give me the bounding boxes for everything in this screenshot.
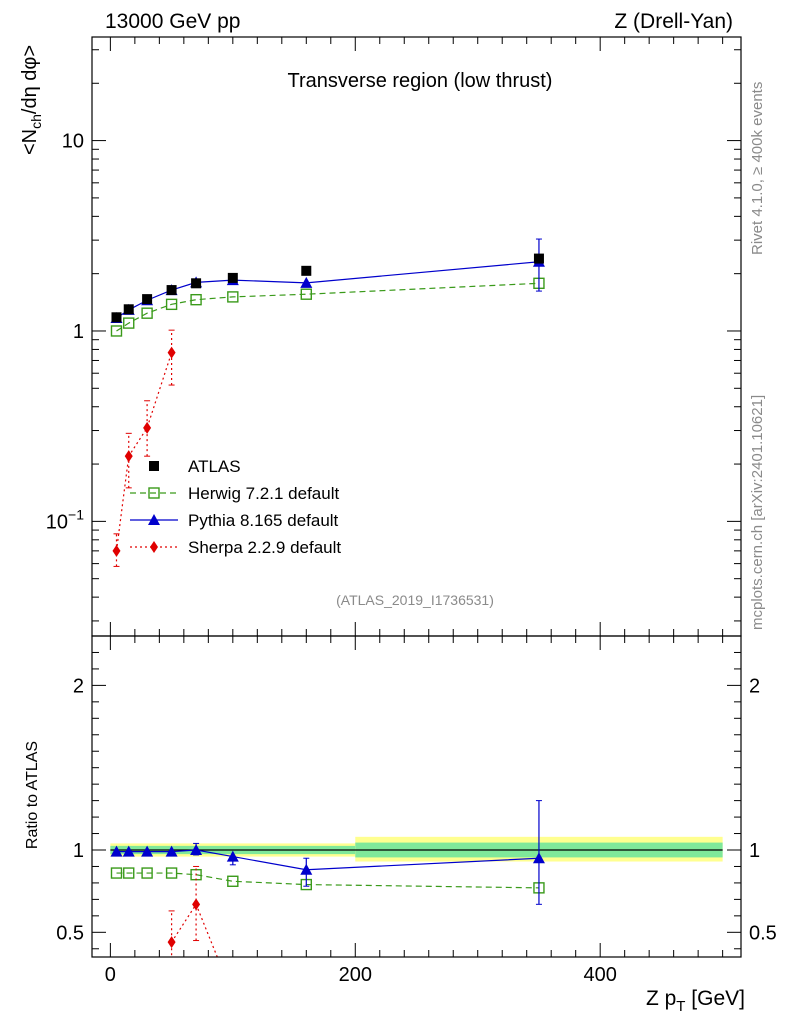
main-y-axis-label: <Nch/dη dφ>: [19, 45, 44, 155]
atlas-point: [142, 294, 153, 305]
ratio-panel: 0.5 0.5 1 1 2 2 0 200 400: [56, 635, 777, 986]
legend-marker-pythia: [148, 514, 160, 525]
pythia-point: [110, 845, 123, 857]
rivet-version-label: Rivet 4.1.0, ≥ 400k events: [749, 82, 766, 255]
y-tick-label: 1: [73, 321, 84, 343]
atlas-point: [111, 312, 122, 323]
analysis-id-label: (ATLAS_2019_I1736531): [336, 592, 494, 608]
ratio-y-tick-label: 1: [73, 840, 84, 862]
ratio-y-tick-label-right: 2: [749, 675, 760, 697]
legend-marker-atlas: [149, 461, 159, 471]
atlas-point: [191, 278, 202, 289]
y-tick-label: 10: [62, 131, 84, 153]
sherpa-point: [167, 936, 176, 949]
ratio-y-tick-label: 0.5: [56, 922, 84, 944]
herwig-point: [123, 317, 135, 329]
process-label: Z (Drell-Yan): [614, 10, 733, 33]
pythia-point: [122, 845, 135, 857]
atlas-point: [123, 304, 134, 315]
pythia-point: [226, 850, 239, 862]
herwig-point: [141, 867, 153, 879]
x-tick-label: 0: [105, 964, 116, 986]
legend: ATLAS Herwig 7.2.1 default Pythia 8.165 de…: [130, 457, 341, 557]
atlas-point: [533, 253, 544, 264]
chart-title: Transverse region (low thrust): [288, 70, 553, 92]
ratio-y-tick-label-right: 0.5: [749, 922, 777, 944]
ratio-y-tick-label-right: 1: [749, 840, 760, 862]
sherpa-point: [112, 544, 121, 557]
legend-marker-herwig: [148, 487, 160, 499]
atlas-point: [227, 272, 238, 283]
legend-label-sherpa: Sherpa 2.2.9 default: [188, 538, 341, 557]
pythia-point: [300, 276, 313, 288]
legend-label-pythia: Pythia 8.165 default: [188, 511, 339, 530]
x-tick-label: 200: [339, 964, 372, 986]
ratio-y-axis-label: Ratio to ATLAS: [24, 741, 41, 849]
herwig-point: [165, 867, 178, 879]
sherpa-line: [115, 352, 173, 551]
x-tick-label: 400: [583, 964, 616, 986]
herwig-point: [141, 307, 153, 319]
herwig-line: [116, 872, 539, 889]
pythia-line: [116, 261, 540, 319]
pythia-point: [165, 845, 178, 857]
ratio-series: [110, 800, 545, 971]
herwig-point: [227, 875, 239, 887]
sherpa-point: [217, 959, 225, 971]
herwig-point: [190, 293, 202, 306]
atlas-point: [301, 265, 312, 276]
legend-label-herwig: Herwig 7.2.1 default: [188, 484, 339, 503]
sherpa-point: [167, 346, 176, 359]
herwig-point: [110, 867, 123, 879]
herwig-point: [227, 291, 239, 303]
ratio-y-tick-label: 2: [73, 675, 84, 697]
herwig-point: [123, 867, 135, 879]
herwig-line: [116, 282, 539, 332]
collision-energy-label: 13000 GeV pp: [105, 10, 240, 33]
ratio-frame: [91, 635, 742, 958]
mcplots-label: mcplots.cern.ch [arXiv:2401.10621]: [749, 395, 766, 630]
herwig-point: [165, 298, 178, 311]
herwig-point: [110, 325, 123, 337]
sherpa-point: [143, 421, 152, 434]
legend-marker-sherpa: [150, 541, 158, 553]
y-tick-label: 10−1: [46, 506, 84, 533]
legend-label-atlas: ATLAS: [188, 457, 241, 476]
pythia-point: [532, 852, 545, 864]
pythia-point: [141, 845, 154, 857]
pythia-point: [190, 844, 203, 855]
sherpa-point: [192, 898, 201, 911]
atlas-point: [166, 285, 177, 296]
herwig-point: [300, 288, 312, 300]
main-panel: 10−1 1 10: [46, 36, 742, 637]
x-axis-label: Z pT [GeV]: [646, 987, 745, 1015]
sherpa-point: [124, 450, 133, 463]
pythia-point: [300, 863, 313, 875]
